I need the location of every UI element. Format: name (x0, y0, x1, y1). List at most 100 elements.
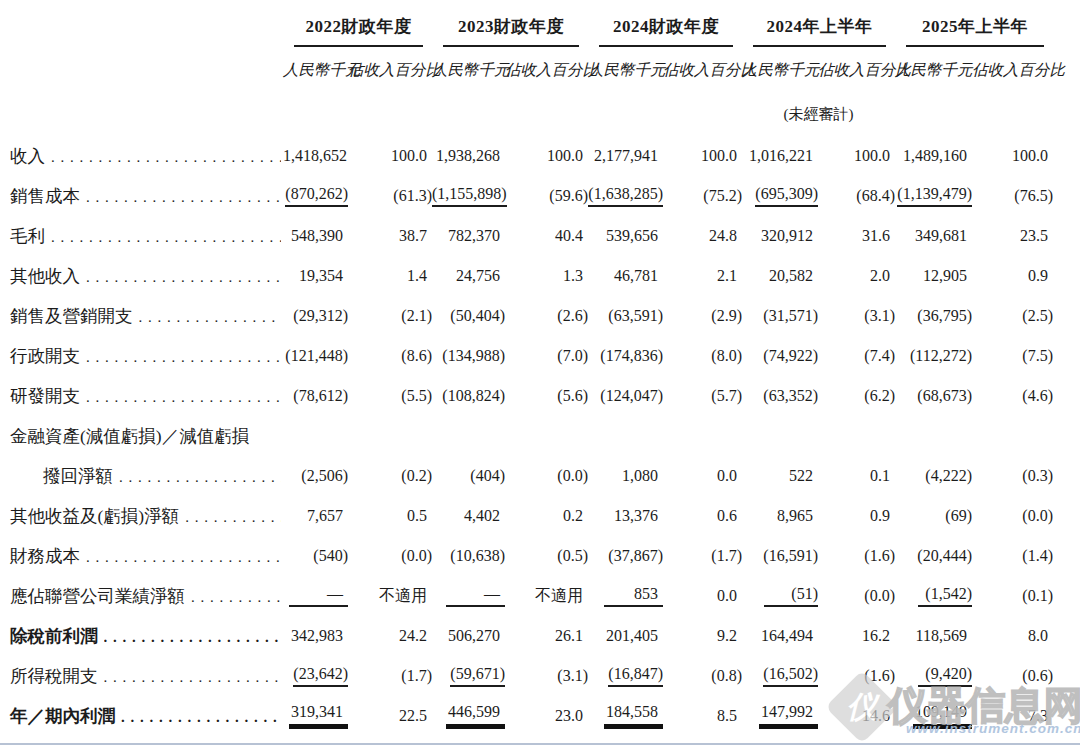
percent-cell: 24.8 (663, 216, 742, 256)
percent-cell: (0.1) (972, 576, 1053, 616)
amount-cell: 118,569 (895, 616, 972, 656)
amount-cell: (50,404) (432, 296, 505, 336)
row-label: 銷售成本 (10, 184, 80, 208)
percent-cell: 不適用 (348, 576, 432, 616)
percent-cell: (2.6) (505, 296, 588, 336)
row-label: 財務成本 (10, 544, 80, 568)
amount-cell: 2,177,941 (588, 136, 663, 176)
percent-cell: (2.1) (348, 296, 432, 336)
amount-cell: (78,612) (283, 376, 348, 416)
percent-cell: 9.2 (663, 616, 742, 656)
row-label: 收入 (10, 144, 45, 168)
amount-cell: (59,671) (432, 656, 505, 696)
percent-cell: 100.0 (663, 136, 742, 176)
amount-cell: (63,591) (588, 296, 663, 336)
amount-cell: — (283, 576, 348, 616)
percent-cell: 100.0 (505, 136, 588, 176)
percent-cell: 1.4 (348, 256, 432, 296)
amount-cell: 7,657 (283, 496, 348, 536)
table-row: 所得稅開支(23,642)(1.7)(59,671)(3.1)(16,847)(… (10, 656, 1053, 696)
audit-note (283, 92, 432, 136)
amount-cell: 506,270 (432, 616, 505, 656)
table-body: 收入1,418,652100.01,938,268100.02,177,9411… (10, 136, 1053, 736)
amount-cell: 853 (588, 576, 663, 616)
empty-cells (283, 416, 1053, 456)
percent-cell: 不適用 (505, 576, 588, 616)
amount-cell: — (432, 576, 505, 616)
percent-cell: 0.9 (972, 256, 1053, 296)
percent-cell: (2.9) (663, 296, 742, 336)
percent-cell: (3.1) (505, 656, 588, 696)
percent-cell: 14.6 (818, 696, 895, 736)
dot-leader (86, 266, 281, 287)
table-row: 金融資產(減值虧損)／減值虧損 (10, 416, 1053, 456)
percent-cell: 0.6 (663, 496, 742, 536)
row-label: 年／期內利潤 (10, 704, 115, 728)
unit-header: 人民幣千元 (895, 48, 972, 92)
pct-header: 佔收入百分比 (663, 48, 742, 92)
percent-cell: 0.1 (818, 456, 895, 496)
audit-note (588, 92, 742, 136)
dot-leader (104, 626, 282, 647)
table-row: 研發開支(78,612)(5.5)(108,824)(5.6)(124,047)… (10, 376, 1053, 416)
table-row: 年／期內利潤319,34122.5446,59923.0184,5588.514… (10, 696, 1053, 736)
amount-cell: 342,983 (283, 616, 348, 656)
table-row: 除稅前利潤342,98324.2506,27026.1201,4059.2164… (10, 616, 1053, 656)
table-row: 行政開支(121,448)(8.6)(134,988)(7.0)(174,836… (10, 336, 1053, 376)
amount-cell: 1,016,221 (742, 136, 818, 176)
amount-cell: (51) (742, 576, 818, 616)
percent-cell: 1.3 (505, 256, 588, 296)
dot-leader (86, 386, 281, 407)
amount-cell: 319,341 (283, 696, 348, 736)
row-label: 其他收益及(虧損)淨額 (10, 504, 179, 528)
amount-cell: 46,781 (588, 256, 663, 296)
percent-cell: (0.0) (818, 576, 895, 616)
percent-cell: 8.0 (972, 616, 1053, 656)
percent-cell: 23.0 (505, 696, 588, 736)
dot-leader (86, 186, 281, 207)
unit-header: 人民幣千元 (742, 48, 818, 92)
percent-cell: 100.0 (818, 136, 895, 176)
percent-cell: 24.2 (348, 616, 432, 656)
amount-cell: 12,905 (895, 256, 972, 296)
percent-cell: (1.6) (818, 536, 895, 576)
row-label: 銷售及營銷開支 (10, 304, 133, 328)
dot-leader (51, 226, 281, 247)
amount-cell: (1,139,479) (895, 176, 972, 216)
percent-cell: (8.0) (663, 336, 742, 376)
dot-leader (139, 306, 282, 327)
audit-note (432, 92, 588, 136)
percent-cell: 0.2 (505, 496, 588, 536)
percent-cell: 100.0 (972, 136, 1053, 176)
percent-cell: (0.5) (505, 536, 588, 576)
percent-cell: (0.2) (348, 456, 432, 496)
dot-leader (51, 146, 281, 167)
col-group-header: 2022財政年度 (283, 14, 432, 48)
percent-cell: (5.6) (505, 376, 588, 416)
percent-cell: 40.4 (505, 216, 588, 256)
amount-cell: 446,599 (432, 696, 505, 736)
amount-cell: (112,272) (895, 336, 972, 376)
percent-cell: (0.3) (972, 456, 1053, 496)
dot-leader (119, 466, 281, 487)
row-label: 金融資產(減值虧損)／減值虧損 (10, 424, 249, 448)
percent-cell: (76.5) (972, 176, 1053, 216)
dot-leader (104, 666, 282, 687)
row-label: 應佔聯營公司業績淨額 (10, 584, 185, 608)
amount-cell: 20,582 (742, 256, 818, 296)
percent-cell: (75.2) (663, 176, 742, 216)
amount-cell: 539,656 (588, 216, 663, 256)
percent-cell: (5.5) (348, 376, 432, 416)
amount-cell: (174,836) (588, 336, 663, 376)
percent-cell: (0.8) (663, 656, 742, 696)
amount-cell: (2,506) (283, 456, 348, 496)
amount-cell: (63,352) (742, 376, 818, 416)
pct-header: 佔收入百分比 (972, 48, 1053, 92)
amount-cell: (870,262) (283, 176, 348, 216)
amount-cell: 24,756 (432, 256, 505, 296)
table-row: 其他收益及(虧損)淨額7,6570.54,4020.213,3760.68,96… (10, 496, 1053, 536)
percent-cell: (2.5) (972, 296, 1053, 336)
amount-cell: (404) (432, 456, 505, 496)
table-row: 財務成本(540)(0.0)(10,638)(0.5)(37,867)(1.7)… (10, 536, 1053, 576)
amount-cell: 19,354 (283, 256, 348, 296)
